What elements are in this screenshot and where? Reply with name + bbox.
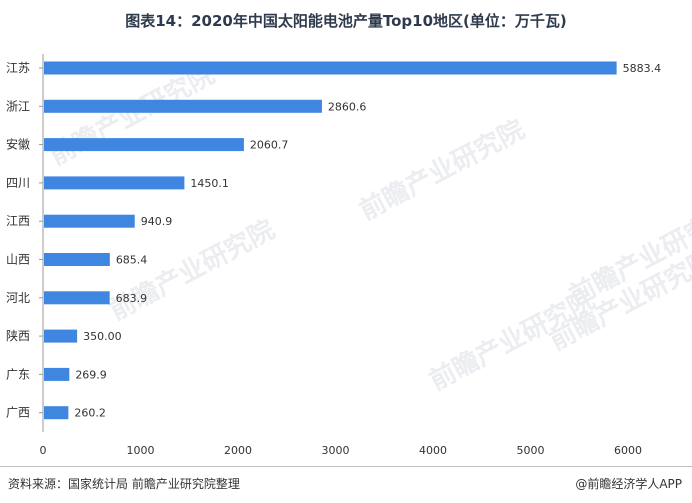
category-label: 江苏	[6, 61, 30, 75]
bar	[44, 253, 110, 266]
data-label: 350.00	[83, 330, 122, 343]
data-label: 2060.7	[250, 139, 289, 152]
bar	[44, 99, 322, 113]
bar	[44, 291, 110, 305]
data-label: 685.4	[116, 254, 148, 267]
category-label: 广东	[6, 367, 30, 381]
x-tick-label: 1000	[127, 444, 155, 457]
x-tick-label: 0	[40, 444, 47, 457]
category-label: 四川	[6, 176, 30, 190]
x-tick-label: 2000	[224, 444, 252, 457]
category-label: 安徽	[6, 137, 30, 152]
data-label: 2860.6	[328, 100, 367, 113]
bar-chart: 江苏 5883.4 浙江 2860.6 安徽 2060.7 四川 1450.1 江西 940.9 山…	[6, 54, 662, 457]
brand-label: @前瞻经济学人APP	[575, 477, 682, 491]
category-label: 江西	[6, 214, 30, 228]
data-label: 683.9	[116, 292, 148, 305]
bar	[44, 406, 69, 420]
bar	[44, 138, 244, 152]
footer: 资料来源：国家统计局 前瞻产业研究院整理 @前瞻经济学人APP	[0, 466, 692, 503]
category-label: 山西	[6, 253, 30, 267]
data-label: 940.9	[141, 215, 173, 228]
bar	[44, 329, 78, 343]
category-label: 河北	[6, 291, 30, 305]
category-label: 广西	[6, 406, 30, 420]
chart-title: 图表14：2020年中国太阳能电池产量Top10地区(单位：万千瓦)	[125, 12, 567, 30]
category-label: 浙江	[6, 99, 30, 113]
bar	[44, 61, 617, 75]
data-label: 5883.4	[623, 62, 662, 75]
data-label: 1450.1	[190, 177, 229, 190]
category-label: 陕西	[6, 328, 30, 343]
data-label: 260.2	[74, 407, 106, 420]
x-tick-label: 4000	[419, 444, 447, 457]
x-tick-label: 5000	[517, 444, 545, 457]
bar	[44, 367, 70, 381]
x-tick-label: 3000	[322, 444, 350, 457]
bar	[44, 214, 135, 228]
source-note: 资料来源：国家统计局 前瞻产业研究院整理	[8, 477, 240, 491]
data-label: 269.9	[75, 368, 107, 381]
x-tick-label: 6000	[614, 444, 642, 457]
bar	[44, 176, 185, 190]
